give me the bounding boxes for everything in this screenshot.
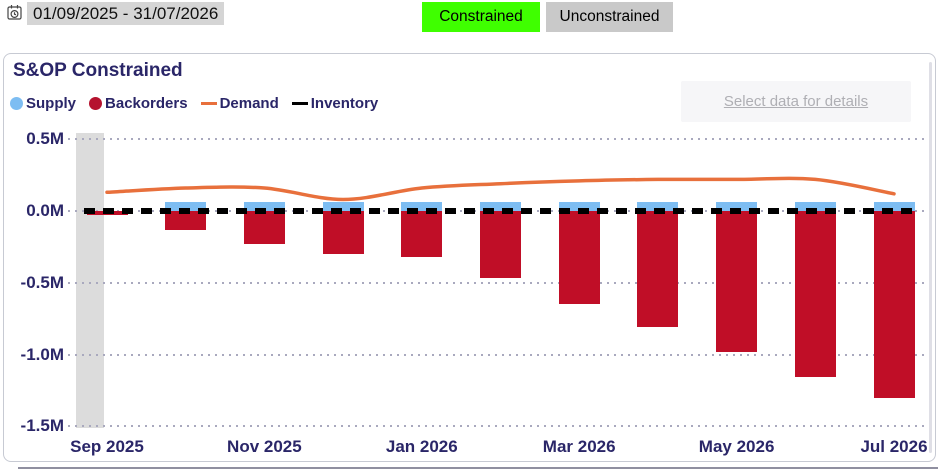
supply-bar[interactable] xyxy=(873,201,915,211)
y-axis-label: 0.5M xyxy=(26,129,64,149)
gridline xyxy=(68,281,930,284)
legend-item-inventory[interactable]: Inventory xyxy=(291,94,379,112)
gridline xyxy=(68,138,930,141)
backorders-bar[interactable] xyxy=(401,211,443,257)
gridline xyxy=(68,425,930,428)
x-axis-label: Nov 2025 xyxy=(227,437,302,456)
legend-label-supply: Supply xyxy=(26,94,77,112)
chart-legend: Supply Backorders Demand Inventory xyxy=(10,93,378,113)
backorders-bar[interactable] xyxy=(558,211,600,305)
supply-bar[interactable] xyxy=(243,201,285,211)
supply-bar[interactable] xyxy=(558,201,600,211)
backorders-marker-icon xyxy=(89,96,103,110)
x-axis-label: Jan 2026 xyxy=(385,437,458,456)
backorders-bar[interactable] xyxy=(480,211,521,279)
select-data-hint: Select data for details xyxy=(681,81,911,122)
legend-item-supply[interactable]: Supply xyxy=(10,95,76,112)
backorders-bar[interactable] xyxy=(873,211,915,398)
gridline xyxy=(68,353,930,356)
legend-label-demand: Demand xyxy=(219,94,279,112)
sop-chart-card: 0.5M 0.0M -0.5M -1.0M -1.5M Sep 2025 Nov 2025 J… xyxy=(3,53,936,462)
plot-area: 0.5M 0.0M -0.5M -1.0M -1.5M Sep 2025 Nov 2025 J… xyxy=(4,54,935,461)
supply-bar[interactable] xyxy=(716,201,758,211)
supply-marker-icon xyxy=(10,96,23,110)
y-axis-label: -1.0M xyxy=(20,344,64,364)
vertical-scrollbar[interactable] xyxy=(929,62,932,453)
backorders-bar[interactable] xyxy=(243,211,285,244)
backorders-bar[interactable] xyxy=(637,211,679,328)
unconstrained-button[interactable]: Unconstrained xyxy=(546,2,673,32)
legend-label-backorders: Backorders xyxy=(105,94,188,112)
date-range-label[interactable]: 01/09/2025 - 31/07/2026 xyxy=(27,2,225,25)
x-axis-label: May 2026 xyxy=(698,437,775,456)
supply-bar[interactable] xyxy=(637,201,679,211)
x-axis-label: Sep 2025 xyxy=(70,437,144,456)
bottom-edge-strip xyxy=(18,467,938,469)
supply-bar[interactable] xyxy=(794,201,836,211)
date-range-icon xyxy=(7,4,24,21)
y-axis-label: -1.5M xyxy=(20,416,64,436)
x-axis-label: Jul 2026 xyxy=(860,437,928,456)
supply-bar[interactable] xyxy=(401,201,443,211)
backorders-bar[interactable] xyxy=(716,211,758,352)
supply-bar[interactable] xyxy=(322,201,364,211)
legend-item-backorders[interactable]: Backorders xyxy=(89,95,188,112)
demand-marker-icon xyxy=(200,102,217,105)
legend-label-inventory: Inventory xyxy=(310,94,379,112)
y-axis-label: -0.5M xyxy=(20,272,64,292)
backorders-bar[interactable] xyxy=(322,211,364,255)
toolbar: 01/09/2025 - 31/07/2026 Constrained Unco… xyxy=(0,0,938,50)
chart-title: S&OP Constrained xyxy=(13,60,183,81)
demand-line[interactable] xyxy=(105,176,896,202)
constrained-button[interactable]: Constrained xyxy=(422,2,540,32)
supply-bar[interactable] xyxy=(480,201,521,211)
backorders-bar[interactable] xyxy=(794,211,836,378)
x-axis-label: Mar 2026 xyxy=(542,437,616,456)
legend-item-demand[interactable]: Demand xyxy=(200,94,279,112)
y-axis-label: 0.0M xyxy=(26,201,64,220)
lines-layer xyxy=(84,176,917,214)
inventory-marker-icon xyxy=(291,102,308,105)
backorders-bar[interactable] xyxy=(165,211,207,230)
current-period-band xyxy=(76,133,104,428)
supply-bar[interactable] xyxy=(165,201,207,211)
